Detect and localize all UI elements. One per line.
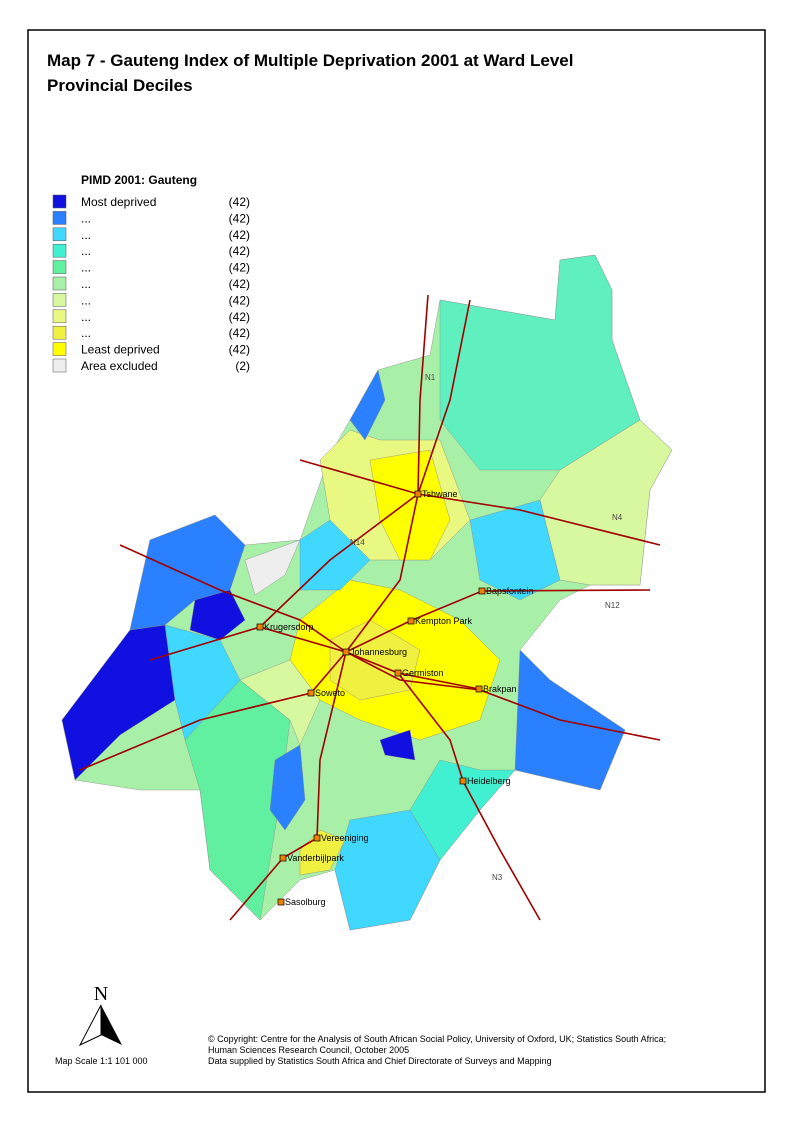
road [119,544,661,741]
legend-count: (42) [229,310,250,324]
legend-label: ... [81,261,91,275]
place-label: Kempton Park [415,616,473,626]
legend-count: (42) [229,293,250,307]
road-label: N14 [350,538,365,547]
places: Tshwane Bapsfontein Krugersdorp Kempton Par… [256,489,534,907]
ward [379,729,416,761]
legend-swatch [52,260,67,274]
legend-swatch [52,227,67,242]
legend-swatch [52,293,67,307]
legend-label: ... [81,244,91,258]
legend-swatch [52,211,67,225]
ward [244,539,301,596]
arrow-half [101,1005,122,1045]
legend-label: ... [81,326,91,340]
map: N1 N4 N14 N12 N3 Tshwane Bapsfontein Kruge… [61,254,673,931]
ward [439,254,641,471]
ward [164,624,241,741]
legend-swatch [52,342,67,356]
legend-label: ... [81,228,91,242]
place-label: Brakpan [483,684,517,694]
ward [409,759,516,861]
legend-label: Area excluded [81,359,158,373]
place-marker [475,685,483,693]
ward [369,449,451,561]
legend-count: (2) [235,359,250,373]
ward [129,514,246,631]
legend-swatch [52,358,67,373]
legend-count: (42) [229,261,250,275]
legend-count: (42) [229,244,250,258]
place-marker [307,689,315,697]
legend-label: ... [81,293,91,307]
title: Map 7 - Gauteng Index of Multiple Depriv… [47,51,573,70]
place-marker [256,623,264,631]
ward [269,744,306,831]
place-marker [394,669,402,677]
credit: Human Sciences Research Council, October… [208,1045,409,1055]
legend-label: ... [81,310,91,324]
place-label: Sasolburg [285,897,326,907]
legend-label: ... [81,277,91,291]
road [299,459,661,546]
ward [514,649,626,791]
legend-label: Most deprived [81,195,156,209]
legend-count: (42) [229,277,250,291]
legend-swatch [52,194,67,209]
road-labels: N1 N4 N14 N12 N3 [350,373,623,882]
place-label: Vanderbijlpark [287,853,344,863]
place-label: Johannesburg [350,647,407,657]
road-label: N4 [612,513,623,522]
ward [239,659,321,746]
legend-swatch [52,243,67,258]
legend-count: (42) [229,343,250,357]
place-marker [478,587,486,595]
legend-count: (42) [229,211,250,225]
legend-title: PIMD 2001: Gauteng [81,173,197,187]
legend-swatch [52,276,67,291]
legend-count: (42) [229,195,250,209]
place-marker [279,854,287,862]
north-label: N [94,983,108,1005]
legend-count: (42) [229,326,250,340]
north-arrow: N [78,983,122,1047]
legend-swatch [52,325,67,340]
ward [349,369,386,441]
place-label: Vereeniging [321,833,369,843]
scale: Map Scale 1:1 101 000 [55,1056,148,1066]
legend-label: Least deprived [81,343,160,357]
road-label: N12 [605,601,620,610]
place-label: Soweto [315,688,345,698]
legend-swatch [52,309,67,324]
legend: Most deprived (42)... (42)... (42)... (42)..… [52,194,250,373]
place-label: Heidelberg [467,776,511,786]
place-marker [414,490,422,498]
legend-label: ... [81,211,91,225]
place-label: Tshwane [422,489,458,499]
road-label: N1 [425,373,436,382]
place-label: Bapsfontein [486,586,534,596]
road-label: N3 [492,873,503,882]
credit: Data supplied by Statistics South Africa… [208,1056,552,1066]
title: Provincial Deciles [47,76,193,95]
legend-count: (42) [229,228,250,242]
place-label: Krugersdorp [264,622,314,632]
credit: © Copyright: Centre for the Analysis of … [208,1034,666,1044]
place-label: Germiston [402,668,444,678]
place-marker [407,617,415,625]
place-marker [342,648,350,656]
ward [539,419,673,586]
place-marker [459,777,467,785]
place-marker [313,834,321,842]
place-marker [277,898,285,906]
